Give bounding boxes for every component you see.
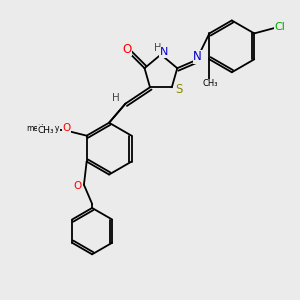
Text: Cl: Cl <box>275 22 286 32</box>
Text: O: O <box>73 181 81 191</box>
Text: H: H <box>154 43 162 53</box>
Text: methoxy: methoxy <box>26 124 60 133</box>
Text: H: H <box>112 93 120 103</box>
Text: N: N <box>159 47 168 57</box>
Text: S: S <box>175 83 182 97</box>
Text: N: N <box>194 50 202 63</box>
Text: O: O <box>122 43 131 56</box>
Text: CH₃: CH₃ <box>38 126 54 135</box>
Text: CH₃: CH₃ <box>203 80 218 88</box>
Text: O: O <box>62 123 70 133</box>
